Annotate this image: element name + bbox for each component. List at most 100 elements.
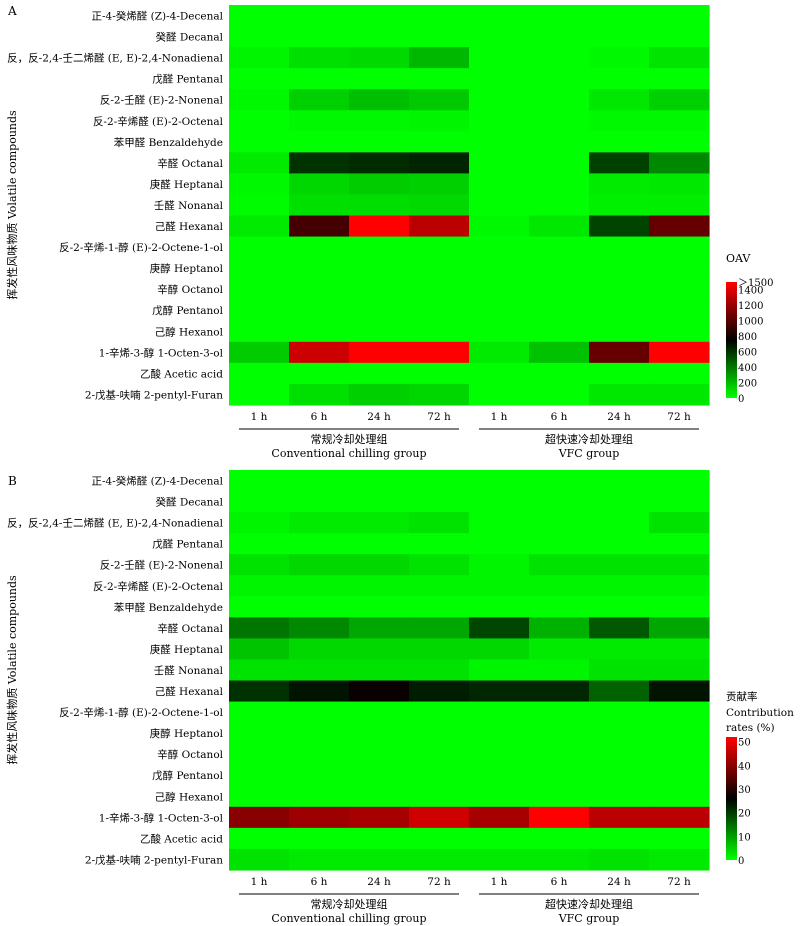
row-label: 戊醇 Pentanol <box>152 769 223 782</box>
heatmap-cell <box>289 575 350 597</box>
heatmap-cell <box>409 236 470 259</box>
y-axis-title: 挥发性风味物质 Volatile compounds <box>5 575 19 765</box>
heatmap-cell <box>529 278 590 301</box>
row-label: 乙酸 Acetic acid <box>140 832 223 845</box>
colorbar-tick-label: 1400 <box>738 286 763 297</box>
heatmap-cell <box>469 89 530 111</box>
heatmap-cell <box>409 320 470 343</box>
heatmap-cell <box>229 5 290 27</box>
heatmap-cell <box>589 215 650 238</box>
heatmap-cell <box>349 215 410 238</box>
heatmap-cell <box>349 491 410 513</box>
heatmap-cell <box>349 341 410 364</box>
row-label: 乙酸 Acetic acid <box>140 367 223 380</box>
heatmap-cell <box>529 491 590 513</box>
heatmap-cell <box>409 659 470 682</box>
heatmap-cell <box>229 554 290 576</box>
heatmap-cell <box>589 5 650 27</box>
heatmap-cell <box>349 722 410 745</box>
heatmap-cell <box>469 257 530 280</box>
heatmap-cell <box>529 575 590 597</box>
heatmap-cell <box>349 806 410 829</box>
heatmap-cell <box>289 764 350 787</box>
heatmap-cell <box>289 299 350 322</box>
heatmap-cell <box>529 152 590 174</box>
heatmap-cell <box>289 596 350 618</box>
heatmap-cell <box>469 68 530 90</box>
heatmap-cell <box>589 278 650 301</box>
heatmap-cell <box>409 5 470 27</box>
heatmap-cell <box>289 617 350 639</box>
heatmap-cell <box>649 47 710 69</box>
heatmap-cell <box>529 638 590 661</box>
heatmap-cell <box>349 470 410 492</box>
heatmap-cell <box>469 362 530 385</box>
heatmap-cell <box>529 722 590 745</box>
heatmap-cell <box>289 680 350 703</box>
heatmap-cell <box>469 299 530 322</box>
heatmap-cell <box>469 722 530 745</box>
heatmap-cell <box>289 554 350 576</box>
heatmap-cell <box>289 785 350 808</box>
column-label: 24 h <box>607 876 631 888</box>
heatmap-cell <box>229 806 290 829</box>
heatmap-cell <box>349 68 410 90</box>
heatmap-cell <box>229 638 290 661</box>
heatmap-cell <box>289 278 350 301</box>
heatmap-cell <box>229 47 290 69</box>
heatmap-cell <box>349 362 410 385</box>
column-label: 72 h <box>667 411 691 423</box>
heatmap-cell <box>469 5 530 27</box>
heatmap-cell <box>589 89 650 111</box>
row-label: 反-2-辛烯-1-醇 (E)-2-Octene-1-ol <box>59 706 224 719</box>
row-label: 辛醛 Octanal <box>157 622 223 635</box>
heatmap-cell <box>649 26 710 48</box>
heatmap-cell <box>589 680 650 703</box>
heatmap-cell <box>589 533 650 555</box>
heatmap-cell <box>649 5 710 27</box>
heatmap-cell <box>589 194 650 217</box>
heatmap-cell <box>349 575 410 597</box>
heatmap-cell <box>529 512 590 534</box>
heatmap-cell <box>649 722 710 745</box>
heatmap-cell <box>589 848 650 871</box>
heatmap-cell <box>649 491 710 513</box>
heatmap-cell <box>409 341 470 364</box>
heatmap-cell <box>649 806 710 829</box>
heatmap-cell <box>409 680 470 703</box>
heatmap-cell <box>409 554 470 576</box>
heatmap-cell <box>229 785 290 808</box>
heatmap-cell <box>469 785 530 808</box>
heatmap-cell <box>229 491 290 513</box>
column-label: 1 h <box>491 876 508 888</box>
heatmap-cell <box>589 110 650 132</box>
row-label: 反-2-壬醛 (E)-2-Nonenal <box>100 94 224 107</box>
heatmap-cell <box>229 215 290 238</box>
heatmap-cell <box>289 320 350 343</box>
heatmap-cell <box>529 848 590 871</box>
group-label-en: VFC group <box>558 912 620 925</box>
heatmap-cell <box>229 470 290 492</box>
row-label: 壬醛 Nonanal <box>154 199 224 212</box>
heatmap-cell <box>289 659 350 682</box>
heatmap-cell <box>349 320 410 343</box>
heatmap-cell <box>529 131 590 153</box>
heatmap-cell <box>649 110 710 132</box>
heatmap-cell <box>289 215 350 238</box>
heatmap-cell <box>289 89 350 111</box>
heatmap-cell <box>229 299 290 322</box>
heatmap-cell <box>349 194 410 217</box>
heatmap-cell <box>229 341 290 364</box>
heatmap-cell <box>469 47 530 69</box>
heatmap-cell <box>289 533 350 555</box>
heatmap-cell <box>229 194 290 217</box>
row-label: 反-2-壬醛 (E)-2-Nonenal <box>100 559 224 572</box>
colorbar-tick-label: 50 <box>738 738 751 749</box>
heatmap-cell <box>349 827 410 850</box>
heatmap-cell <box>229 278 290 301</box>
heatmap-cell <box>349 680 410 703</box>
heatmap-cell <box>589 722 650 745</box>
heatmap-cell <box>469 806 530 829</box>
column-label: 24 h <box>367 876 391 888</box>
colorbar-tick-label: 0 <box>738 394 744 405</box>
